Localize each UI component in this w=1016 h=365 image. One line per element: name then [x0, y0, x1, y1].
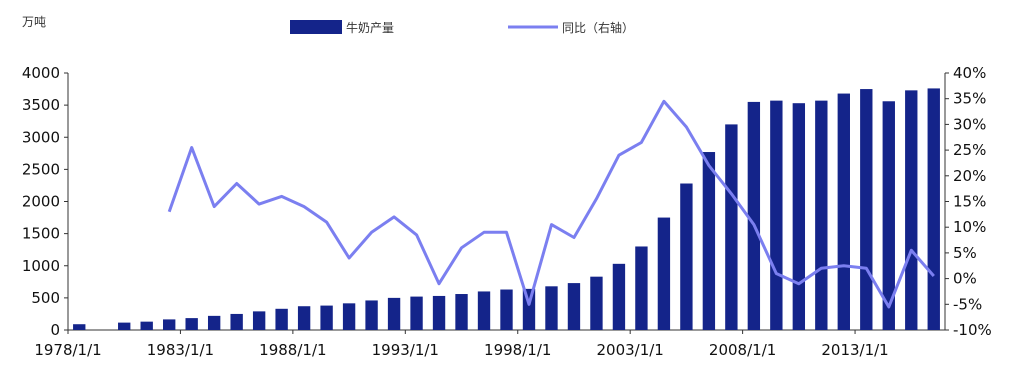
bar-2010: [792, 103, 806, 330]
bar-1978: [73, 324, 86, 330]
bar-2004: [657, 217, 671, 330]
legend-line-label: 同比（右轴）: [562, 20, 634, 35]
bar-1982: [163, 319, 176, 330]
bar-1993: [410, 296, 423, 330]
bar-2003: [635, 246, 648, 330]
bar-1987: [275, 308, 288, 330]
bar-2012: [837, 93, 850, 330]
x-tick-label: 1998/1/1: [484, 341, 551, 359]
bar-1989: [320, 305, 333, 330]
bar-1981: [140, 321, 153, 330]
x-tick-label: 2003/1/1: [596, 341, 663, 359]
x-tick-label: 1983/1/1: [147, 341, 214, 359]
y-right-tick-label: 5%: [953, 244, 977, 262]
bar-1980: [118, 322, 131, 330]
y-right-tick-label: 15%: [953, 193, 986, 211]
bar-1994: [432, 295, 446, 330]
y-left-tick-label: 500: [31, 289, 60, 307]
y-right-tick-label: 20%: [953, 167, 986, 185]
tick-labels: 0 500 1000 1500 2000 2500 3000 3500 4000 -10% -5% 0…: [22, 64, 992, 359]
bar-1985: [230, 313, 243, 330]
bar-1986: [252, 311, 266, 330]
bar-1999: [545, 286, 558, 330]
y-left-tick-label: 0: [50, 321, 60, 339]
bar-2014: [882, 101, 895, 331]
x-tick-label: 2008/1/1: [709, 341, 776, 359]
y-left-tick-label: 1500: [22, 225, 60, 243]
bar-1990: [342, 303, 356, 330]
x-tick-label: 2013/1/1: [821, 341, 888, 359]
y-right-tick-label: 40%: [953, 64, 986, 82]
x-tick-label: 1993/1/1: [372, 341, 439, 359]
bar-2006: [702, 152, 716, 330]
y-left-tick-label: 4000: [22, 64, 60, 82]
bar-1983: [185, 318, 198, 330]
x-tick-label: 1988/1/1: [259, 341, 326, 359]
bar-1984: [207, 315, 221, 330]
y-left-tick-label: 3000: [22, 128, 60, 146]
y-right-tick-label: 25%: [953, 141, 986, 159]
y-right-tick-label: 35%: [953, 90, 986, 108]
bar-1997: [500, 289, 513, 330]
y-right-tick-label: 30%: [953, 115, 986, 133]
y-right-tick-label: 10%: [953, 218, 986, 236]
y-left-tick-label: 2000: [22, 193, 60, 211]
bar-2013: [860, 89, 873, 330]
bar-2001: [590, 276, 603, 330]
y-right-tick-label: 0%: [953, 270, 977, 288]
y-right-tick-label: -5%: [953, 295, 982, 313]
bar-series: [73, 88, 940, 331]
y-axis-unit: 万吨: [22, 15, 46, 29]
bar-2000: [567, 283, 581, 330]
bar-1991: [365, 300, 378, 330]
legend-bar-label: 牛奶产量: [346, 20, 394, 35]
bar-1992: [387, 297, 401, 330]
bar-1988: [297, 306, 311, 330]
y-left-tick-label: 3500: [22, 96, 60, 114]
bar-2008: [747, 101, 761, 330]
bar-2007: [725, 124, 738, 331]
y-left-tick-label: 1000: [22, 257, 60, 275]
legend: 牛奶产量 同比（右轴）: [290, 20, 634, 35]
line-series: [167, 99, 935, 309]
bar-2009: [770, 100, 783, 330]
bar-2016: [927, 88, 940, 330]
bar-2005: [680, 183, 693, 330]
x-tick-label: 1978/1/1: [34, 341, 101, 359]
y-left-tick-label: 2500: [22, 160, 60, 178]
bar-2002: [612, 263, 626, 330]
legend-bar-swatch: [290, 20, 342, 34]
y-right-tick-label: -10%: [953, 321, 992, 339]
bar-2015: [905, 90, 918, 330]
bar-2011: [815, 100, 828, 330]
bar-1996: [477, 291, 491, 330]
bar-1995: [455, 294, 468, 330]
